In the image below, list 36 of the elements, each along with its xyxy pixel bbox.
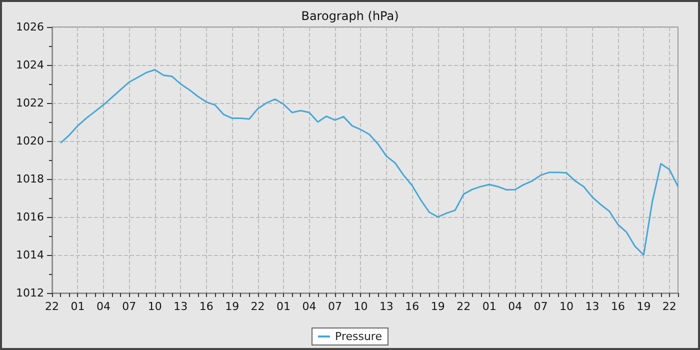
- x-tick-label: 19: [225, 300, 240, 313]
- x-tick-label: 22: [45, 300, 59, 313]
- x-tick-label: 13: [174, 300, 188, 313]
- x-tick-label: 19: [430, 300, 445, 313]
- x-tick-label: 16: [405, 300, 420, 313]
- chart-title: Barograph (hPa): [301, 9, 399, 23]
- y-tick-label: 1014: [16, 248, 44, 262]
- x-tick-label: 22: [250, 300, 265, 313]
- y-tick-label: 1026: [16, 20, 44, 34]
- x-tick-label: 22: [456, 300, 471, 313]
- x-tick-label: 01: [70, 300, 85, 313]
- x-tick-label: 04: [96, 300, 110, 313]
- x-tick-label: 10: [354, 300, 368, 313]
- x-tick-label: 22: [662, 300, 676, 313]
- line-series: [60, 69, 679, 256]
- y-tick-label: 1020: [16, 134, 44, 148]
- x-tick-label: 01: [482, 300, 496, 313]
- x-tick-label: 19: [636, 300, 651, 313]
- y-tick-label: 1022: [16, 96, 44, 110]
- x-tick-label: 13: [585, 300, 600, 313]
- x-tick-label: 04: [508, 300, 522, 313]
- y-tick-label: 1018: [16, 172, 44, 186]
- y-tick-label: 1024: [16, 58, 44, 72]
- x-tick-label: 01: [276, 300, 291, 313]
- x-tick-label: 07: [328, 300, 342, 313]
- x-tick-label: 07: [122, 300, 136, 313]
- x-tick-label: 04: [302, 300, 316, 313]
- x-tick-label: 16: [610, 300, 625, 313]
- x-tick-label: 10: [560, 300, 574, 313]
- legend-label: Pressure: [335, 330, 382, 343]
- x-tick-label: 16: [199, 300, 214, 313]
- y-tick-label: 1016: [16, 210, 44, 224]
- x-tick-label: 07: [534, 300, 548, 313]
- x-tick-label: 10: [148, 300, 162, 313]
- x-tick-label: 13: [379, 300, 394, 313]
- y-tick-label: 1012: [16, 286, 44, 300]
